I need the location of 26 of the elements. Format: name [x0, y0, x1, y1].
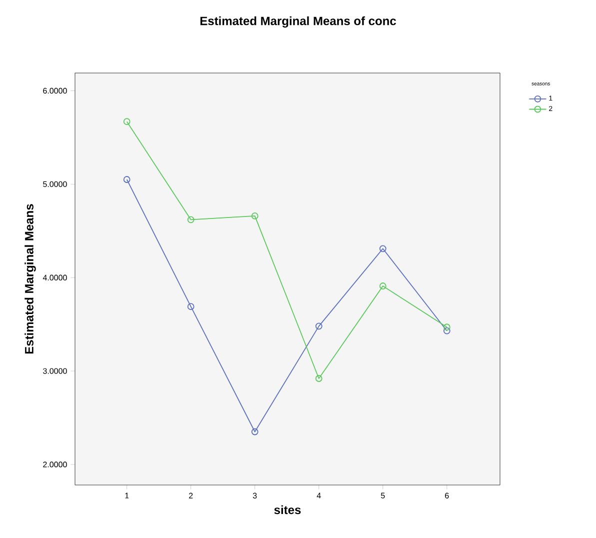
point	[123, 118, 130, 126]
point	[187, 303, 194, 310]
point	[443, 324, 450, 331]
y-tick-label: 2.0000	[43, 462, 67, 468]
y-tick-label: 5.0000	[43, 181, 67, 188]
point	[315, 375, 322, 382]
x-tick-label: 3	[252, 492, 257, 498]
y-axis-title: Estimated Marginal Means	[24, 204, 36, 354]
point	[315, 322, 322, 330]
chart-title: Estimated Marginal Means of conc	[200, 16, 396, 28]
x-axis-title: sites	[274, 505, 301, 514]
point	[251, 212, 258, 220]
point	[379, 245, 386, 252]
y-tick-label: 4.0000	[42, 274, 67, 280]
x-tick-label: 2	[189, 492, 193, 498]
y-tick-label: 6.0000	[43, 88, 67, 94]
x-tick-label: 1	[125, 492, 129, 498]
point	[123, 176, 130, 183]
point	[379, 282, 386, 290]
y-tick-label: 3.0000	[43, 368, 67, 374]
x-tick-label: 6	[445, 492, 449, 498]
point	[443, 327, 450, 334]
point	[187, 216, 194, 224]
x-tick-label: 5	[380, 492, 385, 498]
point	[251, 428, 258, 436]
x-tick-label: 4	[316, 492, 321, 498]
